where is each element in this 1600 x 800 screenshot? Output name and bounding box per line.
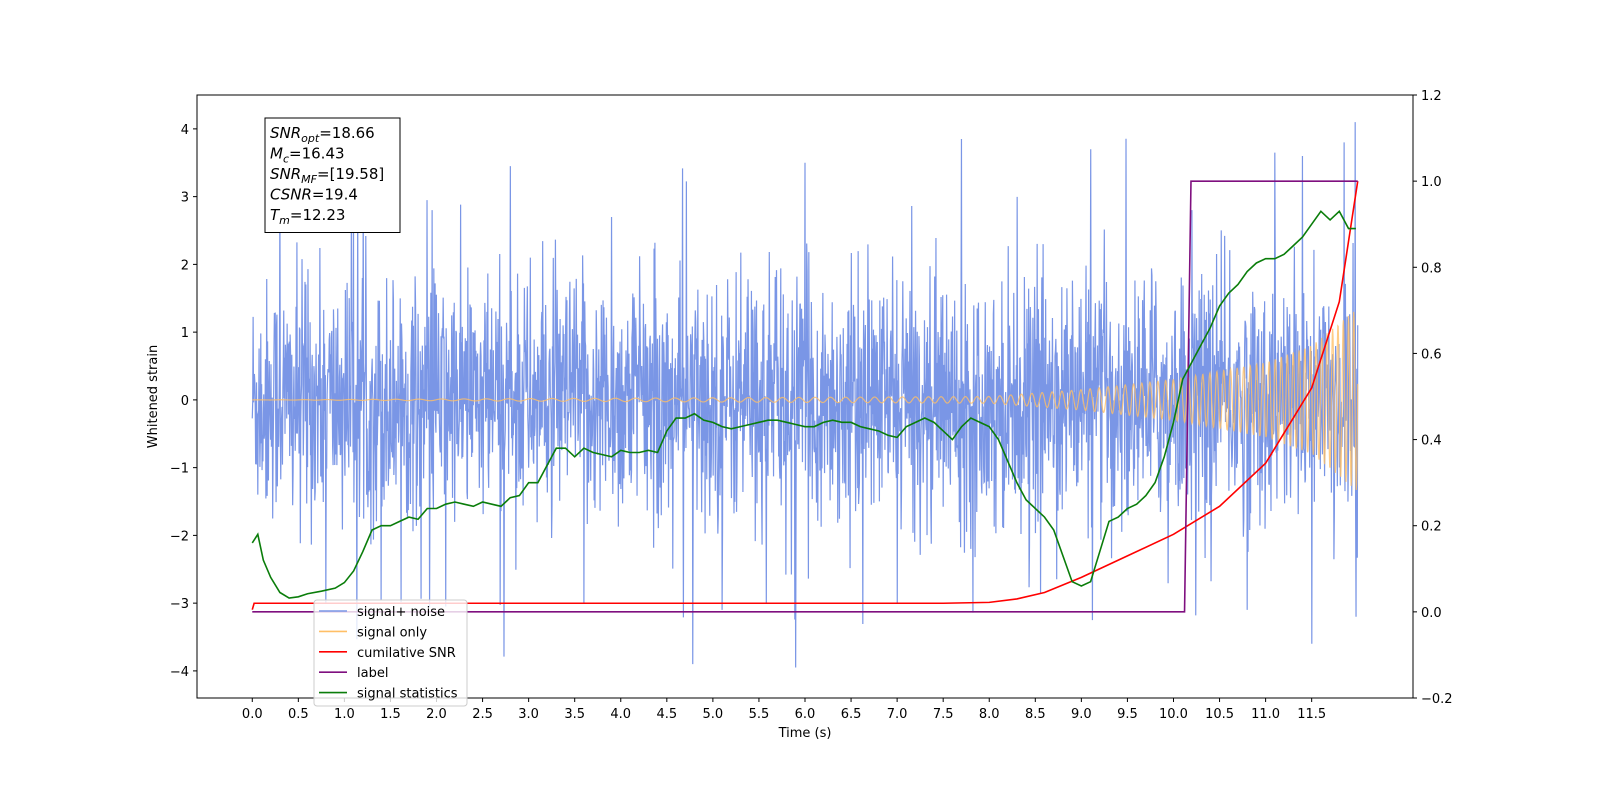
annotation-line: Tm=12.23 [270, 206, 345, 227]
x-tick-label: 7.0 [887, 707, 908, 722]
annotation-line: Mc=16.43 [270, 145, 345, 166]
x-tick-label: 2.5 [472, 707, 493, 722]
y-axis-left: −4 −3 −2 −1 0 1 2 3 4 [170, 123, 197, 680]
x-tick-label: 11.5 [1297, 707, 1326, 722]
y-tick-label-left: 3 [181, 191, 189, 206]
x-tick-label: 3.0 [518, 707, 539, 722]
legend-label: label [357, 666, 388, 681]
x-tick-label: 9.0 [1071, 707, 1092, 722]
x-tick-label: 8.0 [979, 707, 1000, 722]
legend-label: signal only [357, 625, 427, 640]
legend: signal+ noise signal only cumilative SNR la… [313, 599, 468, 707]
y-tick-label-right: 0.6 [1421, 347, 1442, 362]
annotation-box: SNRopt=18.66Mc=16.43SNRMF=[19.58]CSNR=19… [264, 117, 401, 233]
x-tick-label: 3.5 [564, 707, 585, 722]
x-tick-label: 0.0 [242, 707, 263, 722]
x-tick-label: 4.5 [656, 707, 677, 722]
series-signal-only [252, 311, 1359, 491]
series-label [252, 180, 1358, 613]
legend-label: signal+ noise [357, 605, 445, 620]
legend-label: signal statistics [357, 687, 458, 702]
series-signal-statistics [251, 209, 1356, 599]
x-tick-label: 6.0 [795, 707, 816, 722]
y-axis-right: −0.2 0.0 0.2 0.4 0.6 0.8 1.0 1.2 [1413, 89, 1453, 707]
x-tick-label: 5.0 [703, 707, 724, 722]
annotation-line: SNRopt=18.66 [270, 124, 375, 145]
y-tick-label-right: 0.2 [1421, 520, 1442, 535]
y-tick-label-right: 1.2 [1421, 89, 1442, 104]
x-tick-label: 11.0 [1251, 707, 1280, 722]
x-tick-label: 2.0 [426, 707, 447, 722]
x-tick-label: 7.5 [933, 707, 954, 722]
x-tick-label: 1.0 [334, 707, 355, 722]
x-axis: 0.0 0.5 1.0 1.5 2.0 2.5 3.0 3.5 4.0 4.5 5.0 5.5 6.0 6… [242, 698, 1326, 722]
x-tick-label: 1.5 [380, 707, 401, 722]
y-tick-label-left: −4 [170, 665, 189, 680]
y-tick-label-left: −1 [170, 462, 189, 477]
x-tick-label: 10.5 [1205, 707, 1234, 722]
legend-label: cumilative SNR [357, 646, 456, 661]
x-tick-label: 0.5 [288, 707, 309, 722]
y-tick-label-left: 2 [181, 258, 189, 273]
y-tick-label-left: 1 [181, 326, 189, 341]
y-axis-label: Whitened strain [146, 345, 161, 448]
series-signal-noise [251, 122, 1359, 668]
y-tick-label-right: 1.0 [1421, 175, 1442, 190]
x-tick-label: 4.0 [610, 707, 631, 722]
y-tick-label-right: 0.4 [1421, 434, 1442, 449]
series-cumilative-snr [251, 181, 1359, 610]
x-tick-label: 5.5 [749, 707, 770, 722]
y-tick-label-left: −3 [170, 597, 189, 612]
x-tick-label: 8.5 [1025, 707, 1046, 722]
y-tick-label-right: −0.2 [1421, 692, 1453, 707]
y-tick-label-right: 0.0 [1421, 606, 1442, 621]
x-tick-label: 9.5 [1117, 707, 1138, 722]
y-tick-label-left: 4 [181, 123, 189, 138]
series-layer [251, 122, 1359, 668]
annotation-line: CSNR=19.4 [270, 186, 358, 204]
y-tick-label-left: −2 [170, 529, 189, 544]
y-tick-label-left: 0 [181, 394, 189, 409]
x-tick-label: 10.0 [1159, 707, 1188, 722]
annotation-line: SNRMF=[19.58] [270, 165, 384, 186]
x-tick-label: 6.5 [841, 707, 862, 722]
legend-frame [313, 599, 468, 707]
y-tick-label-right: 0.8 [1421, 261, 1442, 276]
annotation-frame [264, 117, 401, 233]
x-axis-label: Time (s) [778, 726, 832, 741]
